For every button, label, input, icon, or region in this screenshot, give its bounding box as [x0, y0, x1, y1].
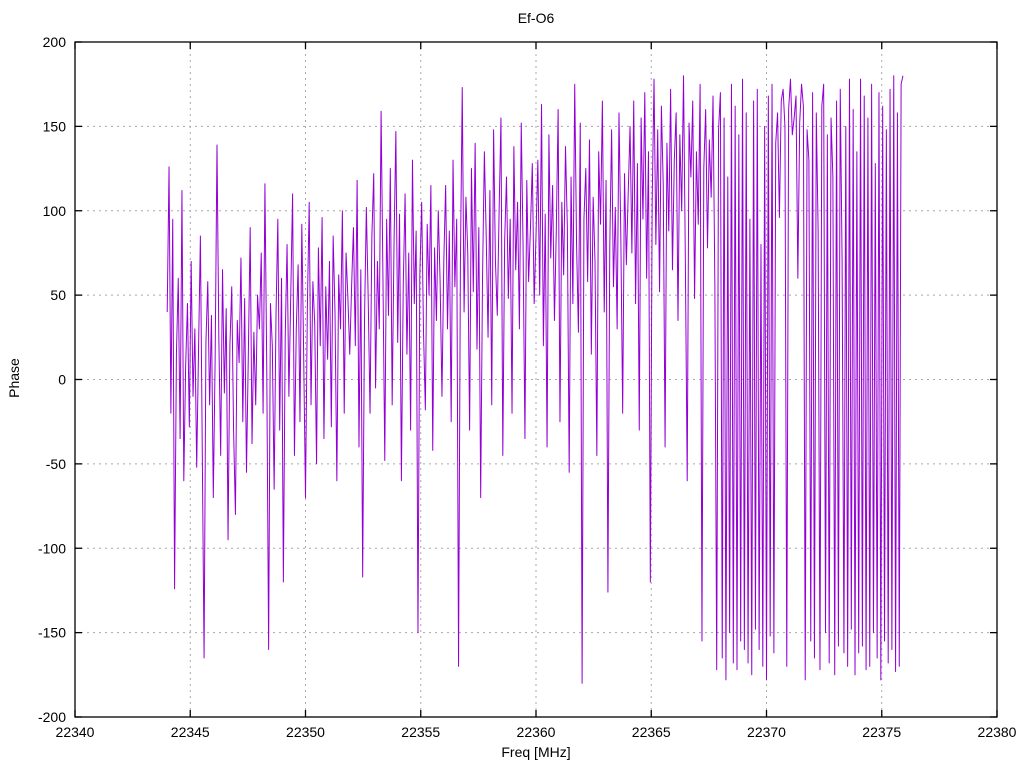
y-tick-label: -200	[38, 709, 66, 725]
y-tick-label: 0	[58, 372, 66, 388]
y-tick-label: 50	[50, 287, 66, 303]
x-tick-label: 22375	[862, 724, 901, 740]
y-tick-label: -100	[38, 540, 66, 556]
x-tick-label: 22350	[286, 724, 325, 740]
y-tick-label: 100	[43, 203, 67, 219]
x-axis-label: Freq [MHz]	[501, 744, 571, 760]
x-tick-label: 22380	[978, 724, 1017, 740]
x-tick-label: 22345	[171, 724, 210, 740]
x-tick-label: 22355	[401, 724, 440, 740]
phase-series-line	[166, 75, 904, 684]
chart-title: Ef-O6	[517, 10, 555, 26]
y-tick-label: -50	[46, 456, 66, 472]
y-tick-label: 200	[43, 34, 67, 50]
y-tick-label: -150	[38, 625, 66, 641]
x-tick-label: 22360	[517, 724, 556, 740]
x-tick-label: 22365	[632, 724, 671, 740]
y-tick-label: 150	[43, 118, 67, 134]
x-tick-label: 22340	[56, 724, 95, 740]
x-tick-label: 22370	[747, 724, 786, 740]
